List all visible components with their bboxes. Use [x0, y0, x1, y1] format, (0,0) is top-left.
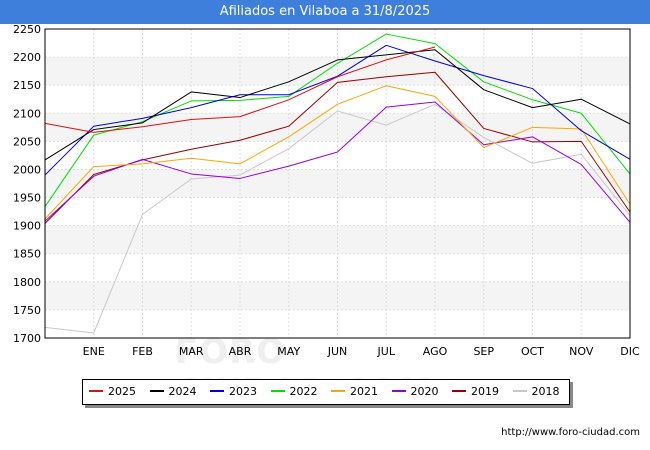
legend-swatch: [270, 390, 285, 392]
grid-bands: [45, 29, 630, 338]
legend-item-2024: 2024: [149, 380, 197, 404]
legend-label: 2023: [229, 385, 257, 398]
series-line-2023: [44, 44, 631, 176]
legend-item-2022: 2022: [270, 380, 318, 404]
legend-label: 2024: [168, 385, 197, 398]
x-tick-label: ABR: [229, 345, 252, 358]
plot-border: [44, 28, 631, 339]
x-tick-label: AGO: [423, 345, 448, 358]
legend-swatch: [512, 390, 527, 392]
y-tick-label: 2150: [13, 79, 41, 92]
x-tick-label: OCT: [521, 345, 544, 358]
series-line-2019: [44, 71, 631, 224]
legend-label: 2018: [531, 385, 560, 398]
legend-swatch: [89, 390, 103, 392]
y-tick-label: 1900: [13, 220, 41, 233]
y-tick-label: 2050: [13, 135, 41, 148]
legend-item-2019: 2019: [452, 380, 499, 404]
legend-label: 2021: [350, 385, 378, 398]
legend-item-2023: 2023: [210, 380, 257, 404]
legend-item-2025: 2025: [89, 380, 136, 404]
series-line-2024: [44, 49, 631, 161]
legend-item-2021: 2021: [331, 380, 378, 404]
y-tick-labels: 1700 1750 1800 1850 1900 1950 2000 2050 2100 2150…: [13, 23, 41, 345]
series-line-2018: [44, 103, 631, 334]
legend-swatch: [331, 390, 345, 392]
legend: 2025 2024 2023 2022 2021 2020 2019 2018: [82, 379, 570, 405]
x-tick-label: MAR: [179, 345, 204, 358]
legend-label: 2019: [471, 385, 499, 398]
legend-swatch: [210, 390, 224, 392]
x-tick-label: FEB: [132, 345, 153, 358]
x-tick-label: ENE: [83, 345, 105, 358]
y-tick-label: 2200: [13, 51, 41, 64]
x-tick-label: DIC: [620, 345, 640, 358]
legend-item-2018: 2018: [512, 380, 560, 404]
series-line-2021: [44, 85, 631, 220]
legend-label: 2025: [108, 385, 136, 398]
y-tick-label: 1700: [13, 332, 41, 345]
legend-swatch: [452, 390, 466, 392]
y-tick-label: 2000: [13, 163, 41, 176]
legend-item-2020: 2020: [391, 380, 439, 404]
legend-label: 2020: [410, 385, 439, 398]
y-tick-label: 2100: [13, 107, 41, 120]
legend-swatch: [149, 390, 164, 392]
x-tick-label: MAY: [277, 345, 300, 358]
y-tick-label: 1800: [13, 276, 41, 289]
x-tick-label: NOV: [569, 345, 594, 358]
x-tick-label: JUL: [377, 345, 396, 358]
x-tick-label: SEP: [473, 345, 494, 358]
y-tick-label: 2250: [13, 23, 41, 36]
series-line-2022: [44, 33, 631, 207]
series-line-2020: [44, 101, 631, 223]
series-line-2025: [44, 46, 436, 133]
x-tick-label: JUN: [327, 345, 348, 358]
y-tick-label: 1750: [13, 304, 41, 317]
legend-label: 2022: [289, 385, 318, 398]
chart-title: Afiliados en Vilaboa a 31/8/2025: [0, 0, 650, 24]
y-tick-label: 1850: [13, 248, 41, 261]
series-layer: [44, 33, 631, 334]
x-tick-labels: ENE FEB MAR ABR MAY JUN JUL AGO SEP OCT NOV DIC: [83, 345, 640, 358]
legend-swatch: [391, 390, 406, 392]
source-link[interactable]: http://www.foro-ciudad.com: [501, 427, 640, 438]
y-tick-label: 1950: [13, 192, 41, 205]
